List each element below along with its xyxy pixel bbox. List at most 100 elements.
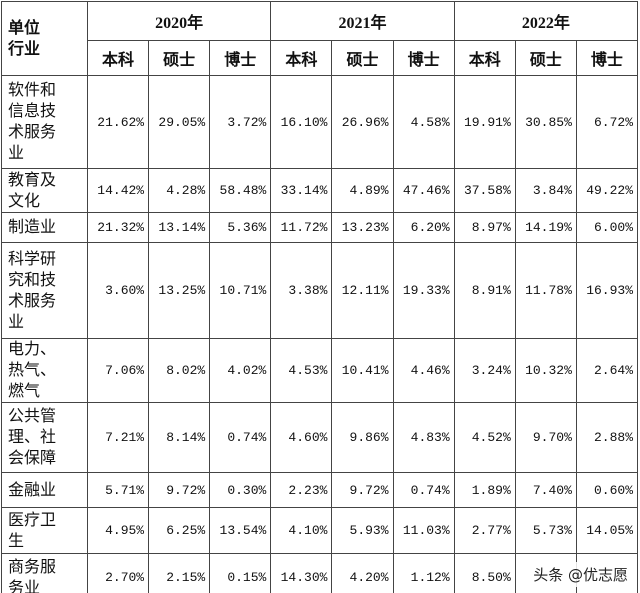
value-cell: 8.97% xyxy=(453,212,516,243)
value-cell: 30.85% xyxy=(514,75,577,169)
value-cell: 16.93% xyxy=(575,242,639,339)
value-cell: 2.77% xyxy=(453,507,516,554)
value-cell: 10.71% xyxy=(209,242,272,339)
value-cell: 4.02% xyxy=(209,338,272,403)
year-header: 2020年 xyxy=(86,1,272,41)
value-cell: 4.58% xyxy=(392,75,455,169)
value-cell: 9.72% xyxy=(148,472,211,508)
value-cell: 5.71% xyxy=(86,472,150,508)
value-cell: 4.28% xyxy=(148,168,211,213)
row-label-cell: 医疗卫生 xyxy=(1,507,88,554)
data-row: 制造业 21.32% 13.14% 5.36% 11.72% 13.23% 6.20% 8.9… xyxy=(1,212,639,243)
degree-header: 本科 xyxy=(86,40,150,76)
value-cell: 33.14% xyxy=(270,168,333,213)
value-cell: 13.14% xyxy=(148,212,211,243)
value-cell: 13.25% xyxy=(148,242,211,339)
value-cell: 3.24% xyxy=(453,338,516,403)
value-cell: 49.22% xyxy=(575,168,639,213)
value-cell: 10.32% xyxy=(514,338,577,403)
value-cell: 5.93% xyxy=(331,507,394,554)
value-cell: 4.95% xyxy=(86,507,150,554)
value-cell: 9.70% xyxy=(514,402,577,473)
year-header: 2021年 xyxy=(270,1,455,41)
value-cell: 2.88% xyxy=(575,402,639,473)
value-cell: 13.23% xyxy=(331,212,394,243)
value-cell: 4.46% xyxy=(392,338,455,403)
row-label: 公共管理、社会保障 xyxy=(8,408,57,467)
value-cell: 14.42% xyxy=(86,168,150,213)
value-cell: 8.91% xyxy=(453,242,516,339)
value-cell: 8.50% xyxy=(453,553,516,593)
header-row: 单位 行业 2020年 2021年 2022年 xyxy=(1,1,639,76)
value-cell: 1.12% xyxy=(392,553,455,593)
value-cell: 4.89% xyxy=(331,168,394,213)
value-cell: 19.91% xyxy=(453,75,516,169)
data-row: 金融业 5.71% 9.72% 0.30% 2.23% 9.72% 0.74% 1.89% 7.… xyxy=(1,472,639,508)
value-cell: 0.15% xyxy=(209,553,272,593)
watermark: 头条 @优志愿 xyxy=(529,562,632,587)
value-cell: 6.72% xyxy=(575,75,639,169)
value-cell: 6.20% xyxy=(392,212,455,243)
header-row: 本科 硕士 博士 本科 硕士 博士 本科 硕士 博士 xyxy=(2,40,639,76)
value-cell: 2.15% xyxy=(148,553,211,593)
value-cell: 4.20% xyxy=(331,553,394,593)
value-cell: 0.74% xyxy=(209,402,272,473)
row-label-cell: 公共管理、社会保障 xyxy=(1,402,88,473)
value-cell: 21.62% xyxy=(86,75,150,169)
degree-header: 硕士 xyxy=(514,40,577,76)
year-header: 2022年 xyxy=(453,1,639,41)
corner-label: 单位 xyxy=(8,19,41,37)
data-row: 医疗卫生 4.95% 6.25% 13.54% 4.10% 5.93% 11.03% 2.77… xyxy=(1,507,639,554)
value-cell: 21.32% xyxy=(86,212,150,243)
row-label: 教育及文化 xyxy=(8,171,57,210)
value-cell: 8.14% xyxy=(148,402,211,473)
value-cell: 14.30% xyxy=(270,553,333,593)
value-cell: 19.33% xyxy=(392,242,455,339)
value-cell: 9.86% xyxy=(331,402,394,473)
value-cell: 47.46% xyxy=(392,168,455,213)
value-cell: 26.96% xyxy=(331,75,394,169)
row-label-cell: 商务服务业 xyxy=(1,553,88,593)
row-label: 制造业 xyxy=(8,219,57,236)
value-cell: 0.30% xyxy=(209,472,272,508)
value-cell: 7.21% xyxy=(86,402,150,473)
value-cell: 58.48% xyxy=(209,168,272,213)
value-cell: 4.53% xyxy=(270,338,333,403)
data-row: 电力、热气、燃气 7.06% 8.02% 4.02% 4.53% 10.41% 4.46% 3… xyxy=(1,338,639,403)
value-cell: 5.73% xyxy=(514,507,577,554)
row-label-cell: 教育及文化 xyxy=(1,168,88,213)
value-cell: 3.60% xyxy=(86,242,150,339)
row-label: 科学研究和技术服务业 xyxy=(8,250,57,331)
value-cell: 0.74% xyxy=(392,472,455,508)
value-cell: 3.72% xyxy=(209,75,272,169)
value-cell: 4.60% xyxy=(270,402,333,473)
degree-header: 博士 xyxy=(392,40,455,76)
value-cell: 9.72% xyxy=(331,472,394,508)
value-cell: 8.02% xyxy=(148,338,211,403)
value-cell: 0.60% xyxy=(575,472,639,508)
value-cell: 2.23% xyxy=(270,472,333,508)
degree-header: 硕士 xyxy=(331,40,394,76)
degree-header: 本科 xyxy=(453,40,516,76)
data-row: 软件和信息技术服务业 21.62% 29.05% 3.72% 16.10% 26.96% 4… xyxy=(1,75,639,169)
data-row: 公共管理、社会保障 7.21% 8.14% 0.74% 4.60% 9.86% 4.83% 4… xyxy=(1,402,639,473)
degree-header: 本科 xyxy=(270,40,333,76)
value-cell: 6.25% xyxy=(148,507,211,554)
row-label: 商务服务业 xyxy=(8,558,57,593)
value-cell: 29.05% xyxy=(148,75,211,169)
value-cell: 7.06% xyxy=(86,338,150,403)
value-cell: 2.64% xyxy=(575,338,639,403)
degree-header: 博士 xyxy=(575,40,639,76)
corner-label: 行业 xyxy=(8,40,41,58)
value-cell: 4.52% xyxy=(453,402,516,473)
value-cell: 3.38% xyxy=(270,242,333,339)
corner-cell: 单位 行业 xyxy=(1,1,88,76)
value-cell: 16.10% xyxy=(270,75,333,169)
data-row: 教育及文化 14.42% 4.28% 58.48% 33.14% 4.89% 47.46% 3… xyxy=(1,168,639,213)
row-label-cell: 软件和信息技术服务业 xyxy=(1,75,88,169)
value-cell: 10.41% xyxy=(331,338,394,403)
value-cell: 11.72% xyxy=(270,212,333,243)
value-cell: 5.36% xyxy=(209,212,272,243)
row-label: 软件和信息技术服务业 xyxy=(8,82,57,162)
row-label: 医疗卫生 xyxy=(8,511,57,550)
